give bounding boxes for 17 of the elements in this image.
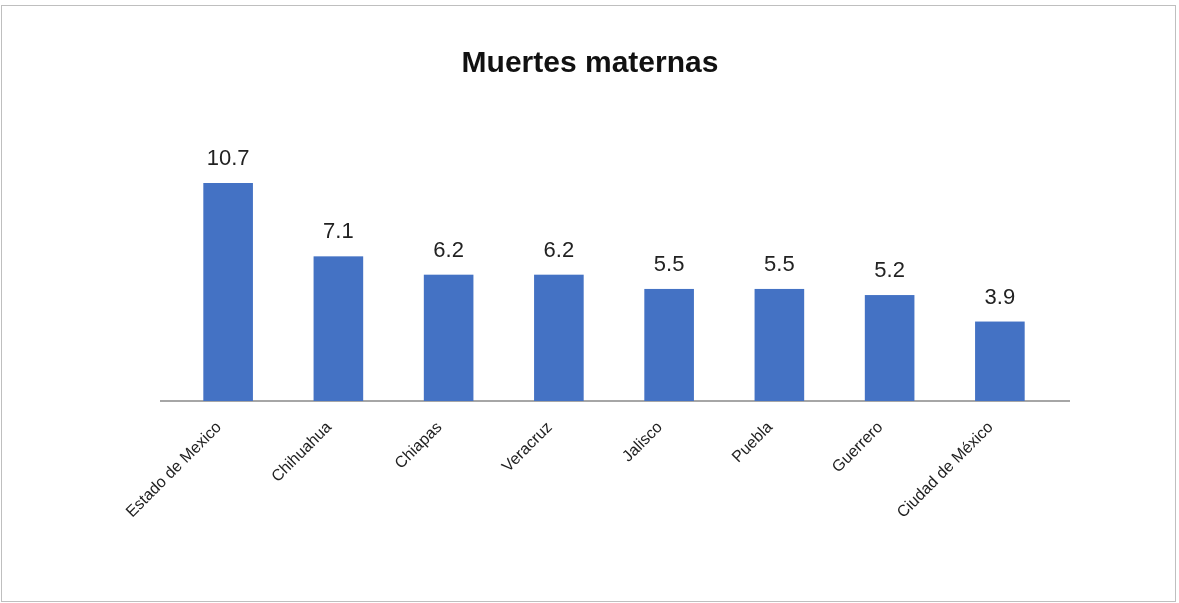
bar <box>975 321 1025 401</box>
bar <box>313 256 364 401</box>
data-label: 6.2 <box>543 236 575 262</box>
data-label: 5.5 <box>653 250 685 276</box>
bar <box>423 274 474 401</box>
chart-title: Muertes maternas <box>461 45 719 78</box>
bar <box>644 288 694 401</box>
bar <box>203 183 253 401</box>
data-label: 5.2 <box>874 257 905 283</box>
data-label: 3.9 <box>984 283 1016 309</box>
data-label: 5.5 <box>764 250 795 276</box>
data-label: 6.2 <box>433 236 464 262</box>
data-label: 7.1 <box>323 218 354 244</box>
bar <box>864 295 915 401</box>
bar <box>534 274 584 401</box>
bar <box>754 288 805 401</box>
data-label: 10.7 <box>206 145 250 170</box>
